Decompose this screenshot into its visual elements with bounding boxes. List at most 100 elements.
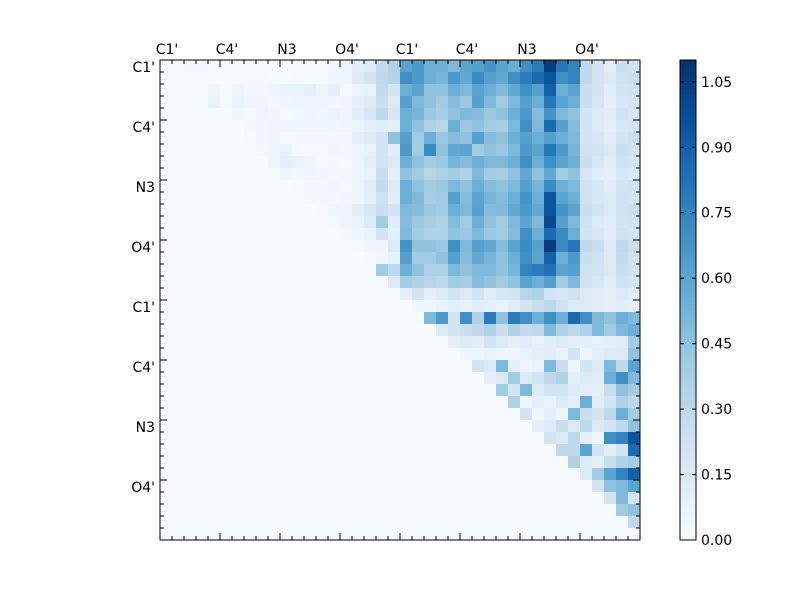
heatmap-cell xyxy=(604,156,617,169)
heatmap-cell xyxy=(292,420,305,433)
heatmap-cell xyxy=(472,276,485,289)
heatmap-cell xyxy=(568,444,581,457)
heatmap-cell xyxy=(160,72,173,85)
heatmap-cell xyxy=(304,324,317,337)
heatmap-cell xyxy=(460,384,473,397)
heatmap-cell xyxy=(628,108,641,121)
x-axis-ticks xyxy=(159,60,641,540)
heatmap-cell xyxy=(220,384,233,397)
heatmap-cell xyxy=(352,300,365,313)
heatmap-cell xyxy=(628,372,641,385)
heatmap-cell xyxy=(268,144,281,157)
heatmap-cell xyxy=(568,264,581,277)
heatmap-cell xyxy=(220,84,233,97)
heatmap-cell xyxy=(316,408,329,421)
heatmap-cell xyxy=(292,240,305,253)
heatmap-cell xyxy=(556,336,569,349)
heatmap-cell xyxy=(448,300,461,313)
heatmap-cell xyxy=(196,420,209,433)
heatmap-cell xyxy=(604,516,617,529)
heatmap-cell xyxy=(232,444,245,457)
heatmap-cell xyxy=(460,492,473,505)
heatmap-cell xyxy=(592,132,605,145)
heatmap-cell xyxy=(160,228,173,241)
heatmap-cell xyxy=(532,84,545,97)
heatmap-cell xyxy=(544,252,557,265)
heatmap-cell xyxy=(616,516,629,529)
heatmap-cell xyxy=(160,528,173,541)
heatmap-cell xyxy=(160,276,173,289)
heatmap-cell xyxy=(484,252,497,265)
colorbar-tick-label: 0.45 xyxy=(701,337,732,353)
heatmap-cell xyxy=(544,300,557,313)
heatmap-cell xyxy=(556,228,569,241)
heatmap-cell xyxy=(460,216,473,229)
heatmap-cell xyxy=(472,264,485,277)
heatmap-cell xyxy=(328,108,341,121)
heatmap-cell xyxy=(220,264,233,277)
heatmap-cell xyxy=(544,444,557,457)
heatmap-cell xyxy=(436,84,449,97)
heatmap-cell xyxy=(268,264,281,277)
heatmap-cell xyxy=(256,516,269,529)
heatmap-cell xyxy=(364,264,377,277)
heatmap-cell xyxy=(208,120,221,133)
heatmap-cell xyxy=(616,132,629,145)
heatmap-cell xyxy=(376,204,389,217)
heatmap-cell xyxy=(400,288,413,301)
heatmap-cell xyxy=(544,204,557,217)
heatmap-cell xyxy=(340,444,353,457)
heatmap-cell xyxy=(496,444,509,457)
heatmap-cell xyxy=(388,168,401,181)
heatmap-cell xyxy=(628,72,641,85)
heatmap-cell xyxy=(556,384,569,397)
heatmap-cell xyxy=(208,204,221,217)
heatmap-cell xyxy=(544,384,557,397)
heatmap-cell xyxy=(412,120,425,133)
heatmap-cell xyxy=(292,516,305,529)
heatmap-cell xyxy=(532,420,545,433)
heatmap-cell xyxy=(400,348,413,361)
heatmap-cell xyxy=(424,240,437,253)
heatmap-cell xyxy=(436,60,449,73)
heatmap-cell xyxy=(460,348,473,361)
heatmap-cell xyxy=(388,396,401,409)
heatmap-cell xyxy=(556,192,569,205)
heatmap-cell xyxy=(616,192,629,205)
heatmap-cell xyxy=(280,444,293,457)
heatmap-cell xyxy=(532,468,545,481)
heatmap-cell xyxy=(592,516,605,529)
heatmap-cell xyxy=(256,456,269,469)
heatmap-cell xyxy=(592,96,605,109)
heatmap-cell xyxy=(244,288,257,301)
heatmap-cell xyxy=(244,516,257,529)
heatmap-cell xyxy=(628,420,641,433)
heatmap-cell xyxy=(568,84,581,97)
heatmap-cell xyxy=(376,228,389,241)
heatmap-cell xyxy=(208,240,221,253)
heatmap-cell xyxy=(220,528,233,541)
colorbar-tick-label: 0.60 xyxy=(701,271,732,287)
heatmap-cell xyxy=(460,336,473,349)
heatmap-cell xyxy=(436,96,449,109)
heatmap-cell xyxy=(484,432,497,445)
heatmap-cell xyxy=(484,168,497,181)
heatmap-cell xyxy=(304,348,317,361)
heatmap-cell xyxy=(376,444,389,457)
heatmap-cell xyxy=(388,336,401,349)
heatmap-cell xyxy=(388,300,401,313)
heatmap-cell xyxy=(424,480,437,493)
heatmap-cell xyxy=(304,96,317,109)
heatmap-cell xyxy=(568,480,581,493)
heatmap-cell xyxy=(592,264,605,277)
heatmap-cell xyxy=(604,336,617,349)
heatmap-cell xyxy=(532,264,545,277)
heatmap-cell xyxy=(196,384,209,397)
y-tick-label: N3 xyxy=(136,420,155,436)
heatmap-cell xyxy=(160,96,173,109)
heatmap-cell xyxy=(424,456,437,469)
heatmap-cell xyxy=(160,120,173,133)
heatmap-cell xyxy=(412,432,425,445)
heatmap-cell xyxy=(280,360,293,373)
heatmap-cell xyxy=(568,348,581,361)
